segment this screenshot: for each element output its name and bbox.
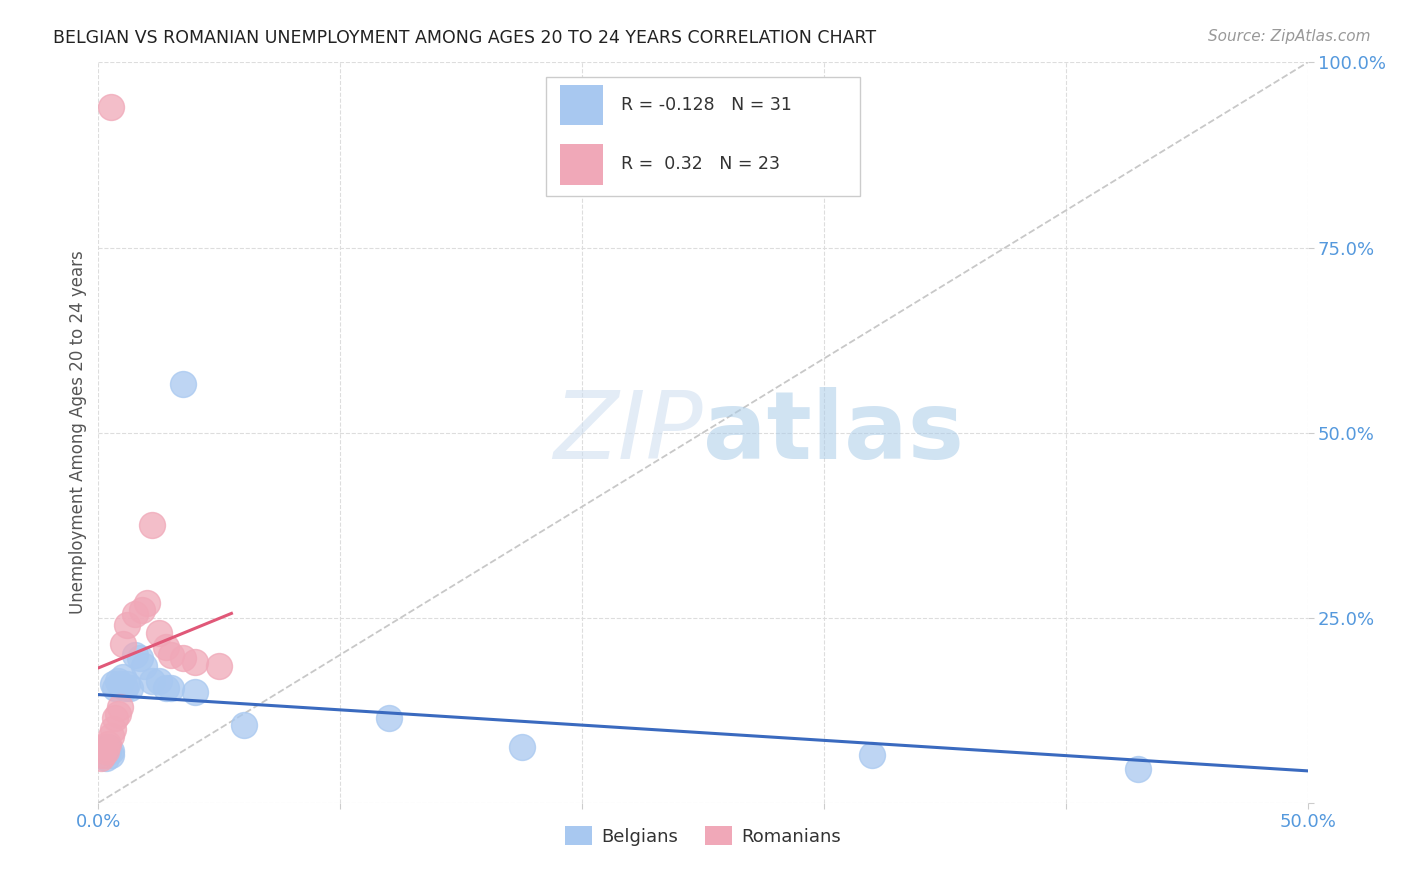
- Point: [91, 747, 114, 762]
- Point: [97, 746, 120, 760]
- FancyBboxPatch shape: [561, 144, 603, 185]
- Point: [104, 711, 127, 725]
- Point: [101, 722, 124, 736]
- Point: [108, 699, 131, 714]
- Point: [101, 677, 124, 691]
- Point: [860, 747, 883, 762]
- Point: [94, 740, 117, 755]
- Point: [155, 640, 177, 655]
- Point: [155, 681, 177, 695]
- Point: [114, 681, 136, 695]
- FancyBboxPatch shape: [561, 85, 603, 126]
- Point: [91, 744, 114, 758]
- Text: Source: ZipAtlas.com: Source: ZipAtlas.com: [1208, 29, 1371, 44]
- Point: [124, 648, 146, 662]
- Point: [184, 655, 207, 669]
- Point: [131, 603, 153, 617]
- Text: R =  0.32   N = 23: R = 0.32 N = 23: [621, 155, 780, 173]
- Point: [118, 681, 141, 695]
- Point: [100, 747, 122, 762]
- Point: [91, 747, 114, 762]
- Point: [111, 637, 134, 651]
- Point: [100, 100, 122, 114]
- Point: [107, 706, 129, 721]
- Point: [128, 651, 150, 665]
- Point: [90, 746, 112, 760]
- Point: [160, 648, 183, 662]
- Point: [148, 673, 170, 688]
- Point: [94, 742, 117, 756]
- Point: [135, 596, 157, 610]
- Point: [117, 618, 139, 632]
- Point: [108, 677, 131, 691]
- Point: [117, 677, 139, 691]
- Point: [107, 673, 129, 688]
- Point: [1128, 763, 1150, 777]
- Point: [111, 670, 134, 684]
- Point: [94, 744, 117, 758]
- Y-axis label: Unemployment Among Ages 20 to 24 years: Unemployment Among Ages 20 to 24 years: [69, 251, 87, 615]
- Point: [134, 658, 156, 673]
- Point: [94, 751, 117, 765]
- Text: R = -0.128   N = 31: R = -0.128 N = 31: [621, 96, 792, 114]
- Point: [104, 681, 127, 695]
- Point: [148, 625, 170, 640]
- Text: ZIP: ZIP: [554, 387, 703, 478]
- Point: [172, 651, 194, 665]
- Point: [208, 658, 231, 673]
- Point: [160, 681, 183, 695]
- Point: [97, 737, 120, 751]
- Text: BELGIAN VS ROMANIAN UNEMPLOYMENT AMONG AGES 20 TO 24 YEARS CORRELATION CHART: BELGIAN VS ROMANIAN UNEMPLOYMENT AMONG A…: [53, 29, 876, 46]
- Point: [184, 685, 207, 699]
- Point: [97, 740, 120, 755]
- Point: [124, 607, 146, 621]
- Point: [510, 740, 533, 755]
- Point: [100, 729, 122, 743]
- Point: [141, 673, 163, 688]
- Point: [100, 744, 122, 758]
- Point: [141, 518, 163, 533]
- FancyBboxPatch shape: [546, 78, 860, 195]
- Point: [172, 377, 194, 392]
- Text: atlas: atlas: [703, 386, 965, 479]
- Point: [90, 751, 112, 765]
- Point: [232, 718, 254, 732]
- Legend: Belgians, Romanians: Belgians, Romanians: [558, 819, 848, 853]
- Point: [377, 711, 399, 725]
